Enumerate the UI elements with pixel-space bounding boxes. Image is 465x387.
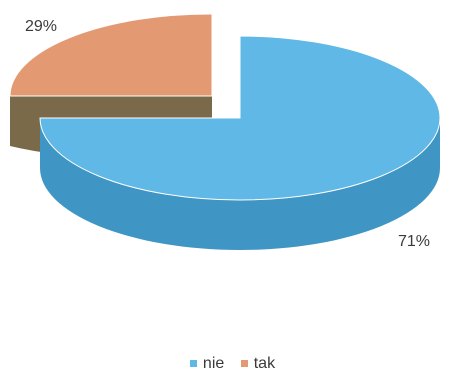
slice-side-nie: [40, 118, 440, 250]
legend: nie tak: [0, 354, 465, 373]
data-label-tak: 29%: [25, 18, 58, 35]
slice-top-tak: [9, 13, 213, 97]
data-label-nie: 71%: [398, 233, 431, 250]
legend-swatch-tak: [240, 360, 248, 367]
legend-item-tak: tak: [240, 354, 276, 373]
legend-swatch-nie: [189, 360, 197, 367]
legend-item-nie: nie: [189, 354, 225, 373]
legend-label-tak: tak: [253, 354, 276, 372]
slice-top-nie: [39, 35, 441, 201]
legend-label-nie: nie: [202, 354, 225, 372]
